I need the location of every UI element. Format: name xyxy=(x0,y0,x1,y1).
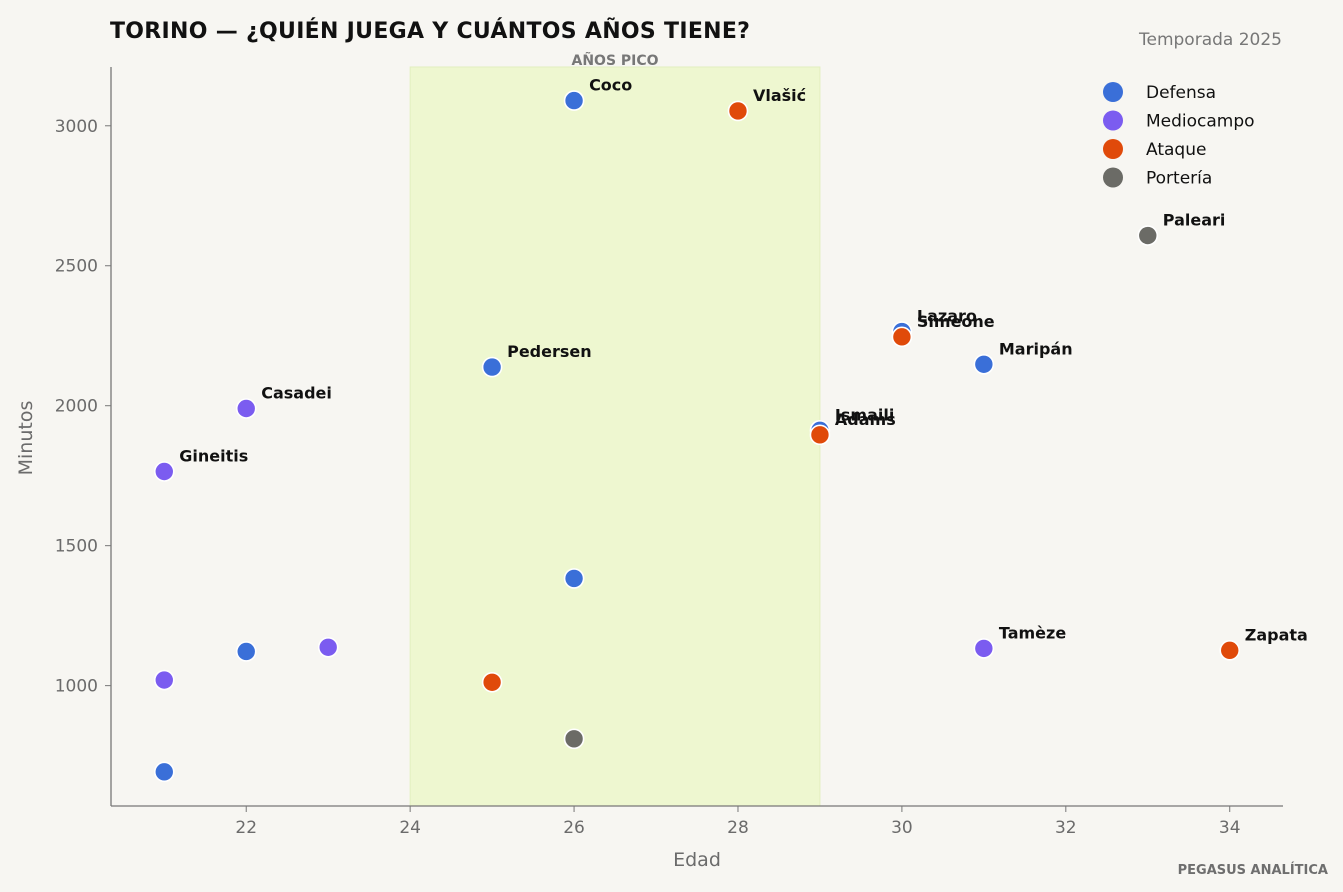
point-label: Pedersen xyxy=(507,342,592,361)
data-point-ataque xyxy=(809,424,831,446)
data-point-defensa xyxy=(563,90,585,111)
y-tick-label: 1000 xyxy=(55,677,98,697)
x-tick-label: 24 xyxy=(399,818,421,838)
legend-entry-label: Defensa xyxy=(1146,83,1216,103)
data-point-ataque xyxy=(481,671,503,693)
peak-age-band-label: AÑOS PICO xyxy=(572,52,659,69)
point-label: Lazaro xyxy=(917,307,977,326)
x-tick-label: 32 xyxy=(1055,818,1077,838)
legend-entry-label: Ataque xyxy=(1146,140,1206,160)
data-point-defensa xyxy=(563,568,585,589)
legend-entry-label: Mediocampo xyxy=(1146,112,1255,132)
x-tick-label: 34 xyxy=(1219,818,1241,838)
y-tick-label: 3000 xyxy=(55,117,98,137)
data-point-porteria xyxy=(563,728,585,750)
point-label: Gineitis xyxy=(179,446,248,465)
point-label: Casadei xyxy=(261,384,332,403)
credit-label: PEGASUS ANALÍTICA xyxy=(1178,862,1328,878)
point-label: Adams xyxy=(835,410,896,429)
point-label: Paleari xyxy=(1163,211,1226,230)
data-point-ataque xyxy=(891,326,913,348)
data-point-defensa xyxy=(235,641,257,662)
x-axis-label: Edad xyxy=(673,849,721,871)
y-tick-label: 2000 xyxy=(55,397,98,417)
x-tick-label: 26 xyxy=(563,818,585,838)
y-tick-label: 1500 xyxy=(55,537,98,557)
point-label: Simeone xyxy=(917,312,995,331)
chart-subtitle: Temporada 2025 xyxy=(1138,30,1282,50)
data-point-ataque xyxy=(727,100,749,122)
data-point-porteria xyxy=(1137,225,1159,246)
legend-marker xyxy=(1103,167,1123,188)
legend-marker xyxy=(1103,139,1123,159)
x-tick-label: 22 xyxy=(235,818,257,838)
data-point-mediocampo xyxy=(153,461,175,482)
axes-group: 22 24 26 28 30 32 34 1000 1500 2000 2500 3000 xyxy=(55,67,1283,838)
legend-marker xyxy=(1103,82,1123,102)
data-point-mediocampo xyxy=(235,398,257,419)
peak-age-band-group: AÑOS PICO xyxy=(409,52,821,807)
peak-age-band xyxy=(409,66,821,807)
point-labels-group: Coco Pedersen Lazaro Maripán Ismaili Casadei G… xyxy=(179,76,1308,645)
data-point-mediocampo xyxy=(317,636,339,658)
data-point-defensa xyxy=(973,353,995,375)
point-label: Coco xyxy=(589,76,632,95)
data-point-mediocampo xyxy=(153,669,175,691)
y-tick-label: 2500 xyxy=(55,257,98,277)
point-label: Tamèze xyxy=(999,623,1066,642)
point-label: Vlašić xyxy=(753,86,806,105)
point-label: Ismaili xyxy=(835,405,894,424)
x-tick-label: 30 xyxy=(891,818,913,838)
y-axis-label: Minutos xyxy=(15,401,37,476)
data-point-mediocampo xyxy=(973,638,995,659)
legend-entry-label: Portería xyxy=(1146,169,1212,189)
chart-title: TORINO — ¿QUIÉN JUEGA Y CUÁNTOS AÑOS TIE… xyxy=(110,18,750,44)
data-points-group xyxy=(153,90,1241,783)
point-label: Maripán xyxy=(999,339,1073,358)
data-point-ataque xyxy=(1219,640,1241,661)
legend: Defensa Mediocampo Ataque Portería xyxy=(1103,82,1255,189)
x-tick-label: 28 xyxy=(727,818,749,838)
legend-marker xyxy=(1103,110,1123,131)
data-point-defensa xyxy=(153,761,175,783)
point-label: Zapata xyxy=(1245,625,1308,644)
data-point-defensa xyxy=(481,356,503,378)
